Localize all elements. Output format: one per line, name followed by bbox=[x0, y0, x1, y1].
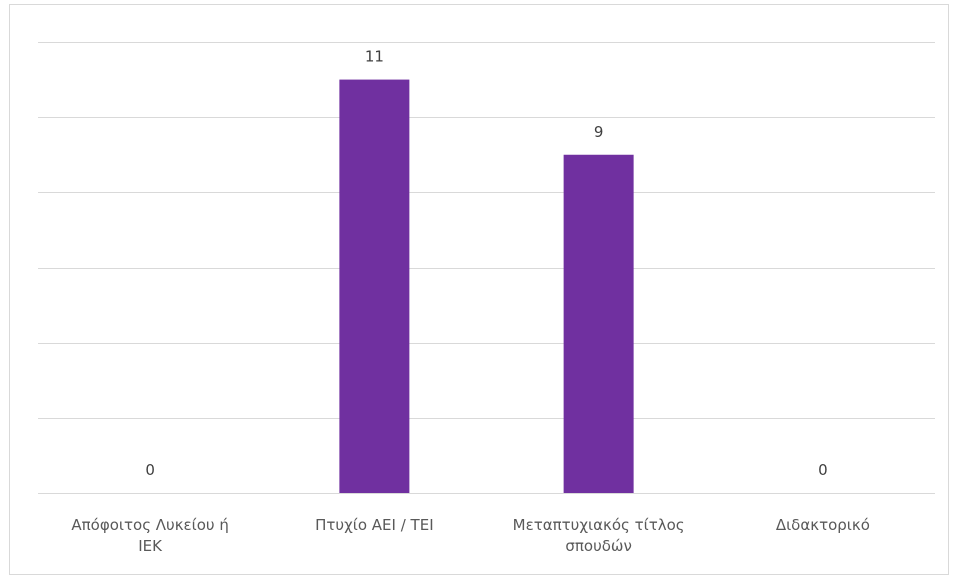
data-label: 11 bbox=[365, 48, 384, 66]
category-labels: Απόφοιτος Λυκείου ή ΙΕΚ Πτυχίο ΑΕΙ / ΤΕΙ Με… bbox=[71, 516, 870, 555]
category-label: σπουδών bbox=[565, 537, 632, 555]
data-labels: 0 11 9 0 bbox=[145, 48, 827, 479]
chart-frame bbox=[9, 4, 949, 575]
bar bbox=[339, 79, 410, 493]
category-label: Πτυχίο ΑΕΙ / ΤΕΙ bbox=[315, 516, 434, 534]
bars bbox=[339, 79, 634, 493]
category-label: ΙΕΚ bbox=[138, 537, 163, 555]
data-label: 0 bbox=[145, 461, 155, 479]
data-label: 0 bbox=[818, 461, 828, 479]
gridlines bbox=[38, 42, 935, 494]
category-label: Μεταπτυχιακός τίτλος bbox=[513, 516, 685, 534]
data-label: 9 bbox=[594, 123, 604, 141]
category-label: Διδακτορικό bbox=[776, 516, 870, 534]
bar bbox=[563, 154, 634, 493]
category-label: Απόφοιτος Λυκείου ή bbox=[71, 516, 229, 534]
